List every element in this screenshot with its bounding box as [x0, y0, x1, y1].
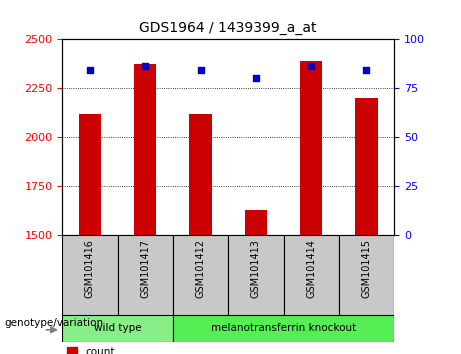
Point [363, 68, 370, 73]
Bar [339, 235, 394, 315]
Bar [79, 114, 101, 235]
Point [252, 75, 260, 81]
Bar [284, 235, 339, 315]
Text: melanotransferrin knockout: melanotransferrin knockout [211, 323, 356, 333]
Bar [300, 61, 322, 235]
Text: GSM101416: GSM101416 [85, 239, 95, 298]
Bar [173, 315, 394, 342]
Text: wild type: wild type [94, 323, 142, 333]
Point [307, 64, 315, 69]
Point [86, 68, 94, 73]
Title: GDS1964 / 1439399_a_at: GDS1964 / 1439399_a_at [139, 21, 317, 35]
Bar [228, 235, 284, 315]
Bar [62, 315, 173, 342]
Bar [134, 64, 156, 235]
Point [197, 68, 204, 73]
Bar [118, 235, 173, 315]
Text: GSM101413: GSM101413 [251, 239, 261, 298]
Point [142, 64, 149, 69]
Text: genotype/variation: genotype/variation [5, 318, 104, 328]
Bar [189, 114, 212, 235]
Bar [62, 235, 118, 315]
Text: GSM101414: GSM101414 [306, 239, 316, 298]
Bar [173, 235, 228, 315]
Bar [355, 98, 378, 235]
Text: GSM101417: GSM101417 [140, 239, 150, 298]
Legend: count, percentile rank within the sample: count, percentile rank within the sample [67, 347, 261, 354]
Bar [245, 210, 267, 235]
Text: GSM101415: GSM101415 [361, 239, 372, 298]
Text: GSM101412: GSM101412 [195, 239, 206, 298]
